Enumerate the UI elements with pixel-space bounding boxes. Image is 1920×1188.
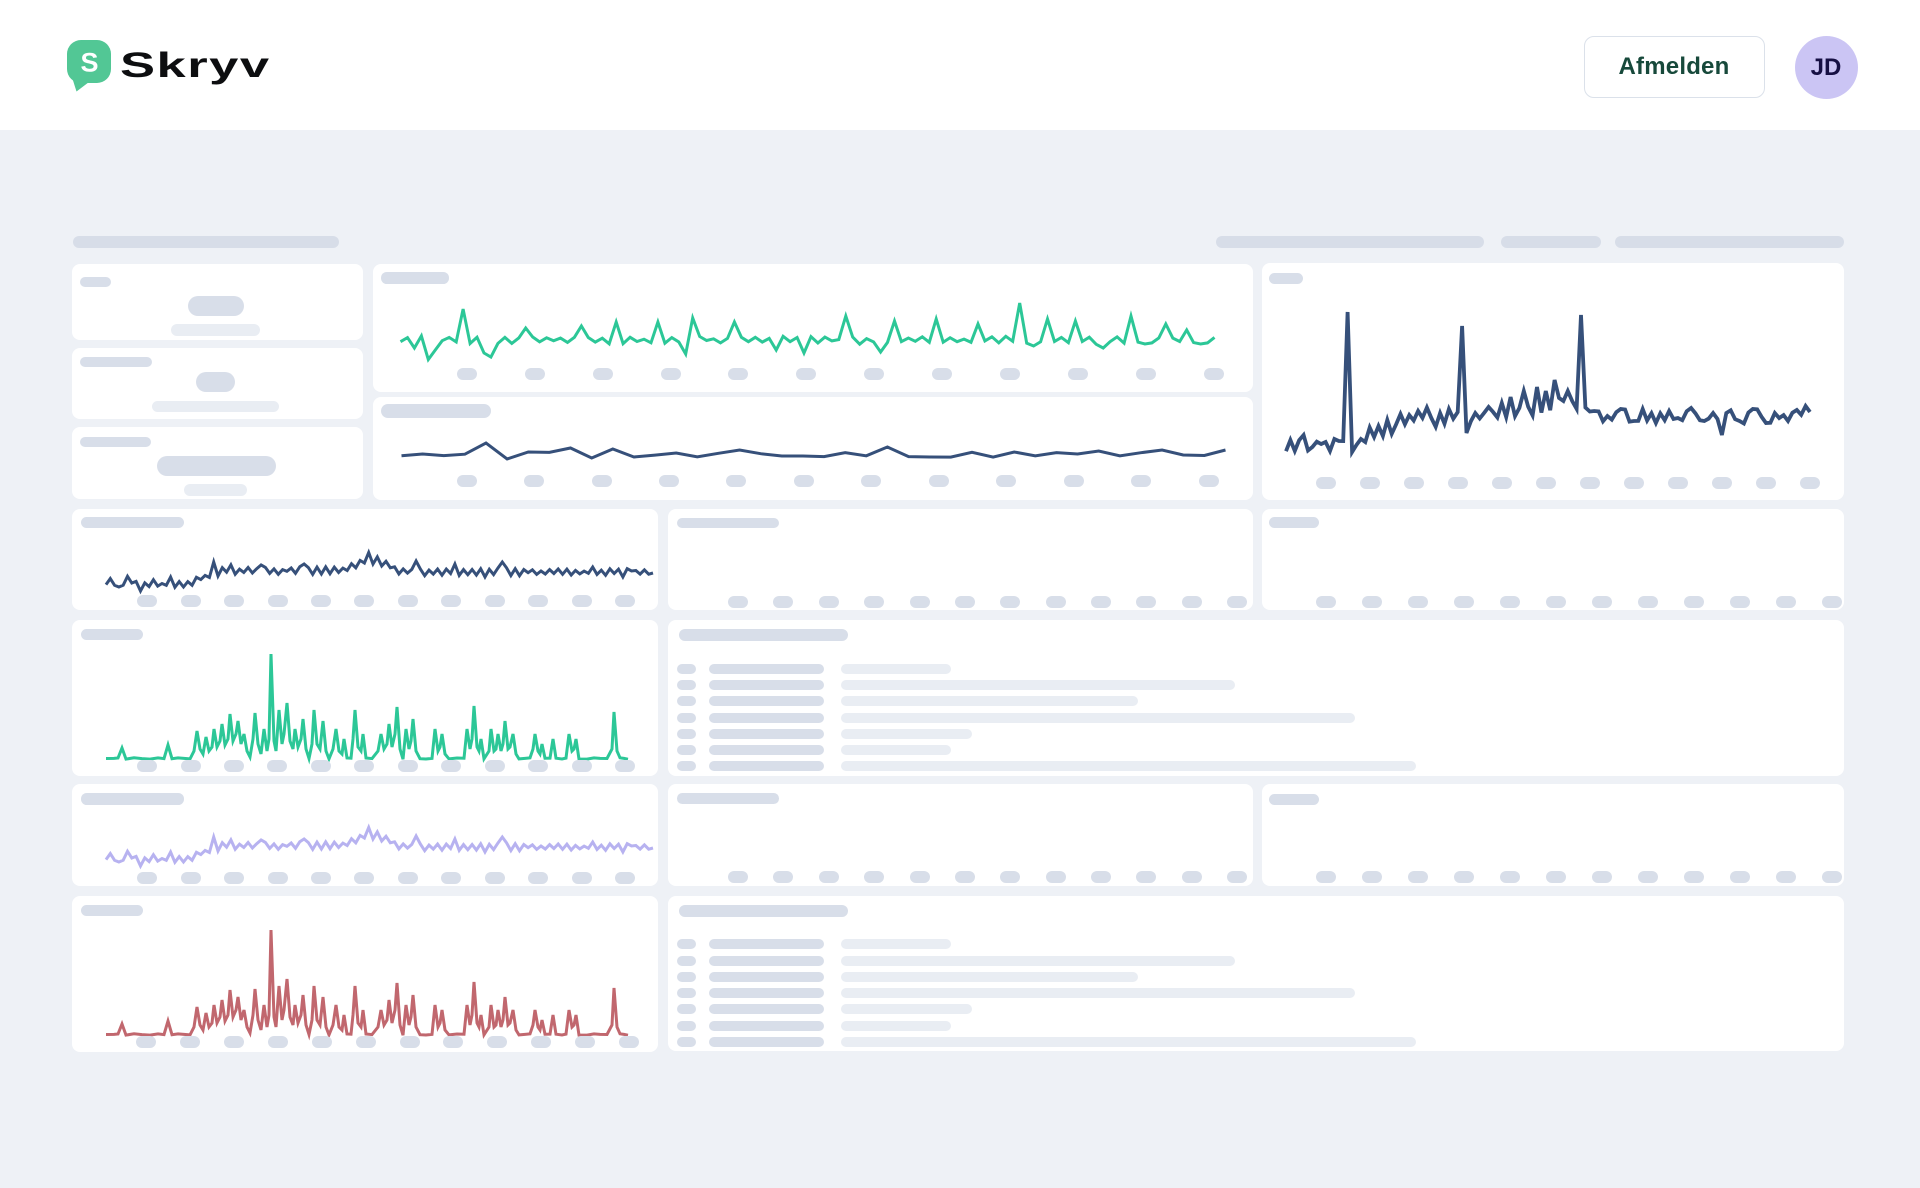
- svg-text:S: S: [80, 48, 98, 78]
